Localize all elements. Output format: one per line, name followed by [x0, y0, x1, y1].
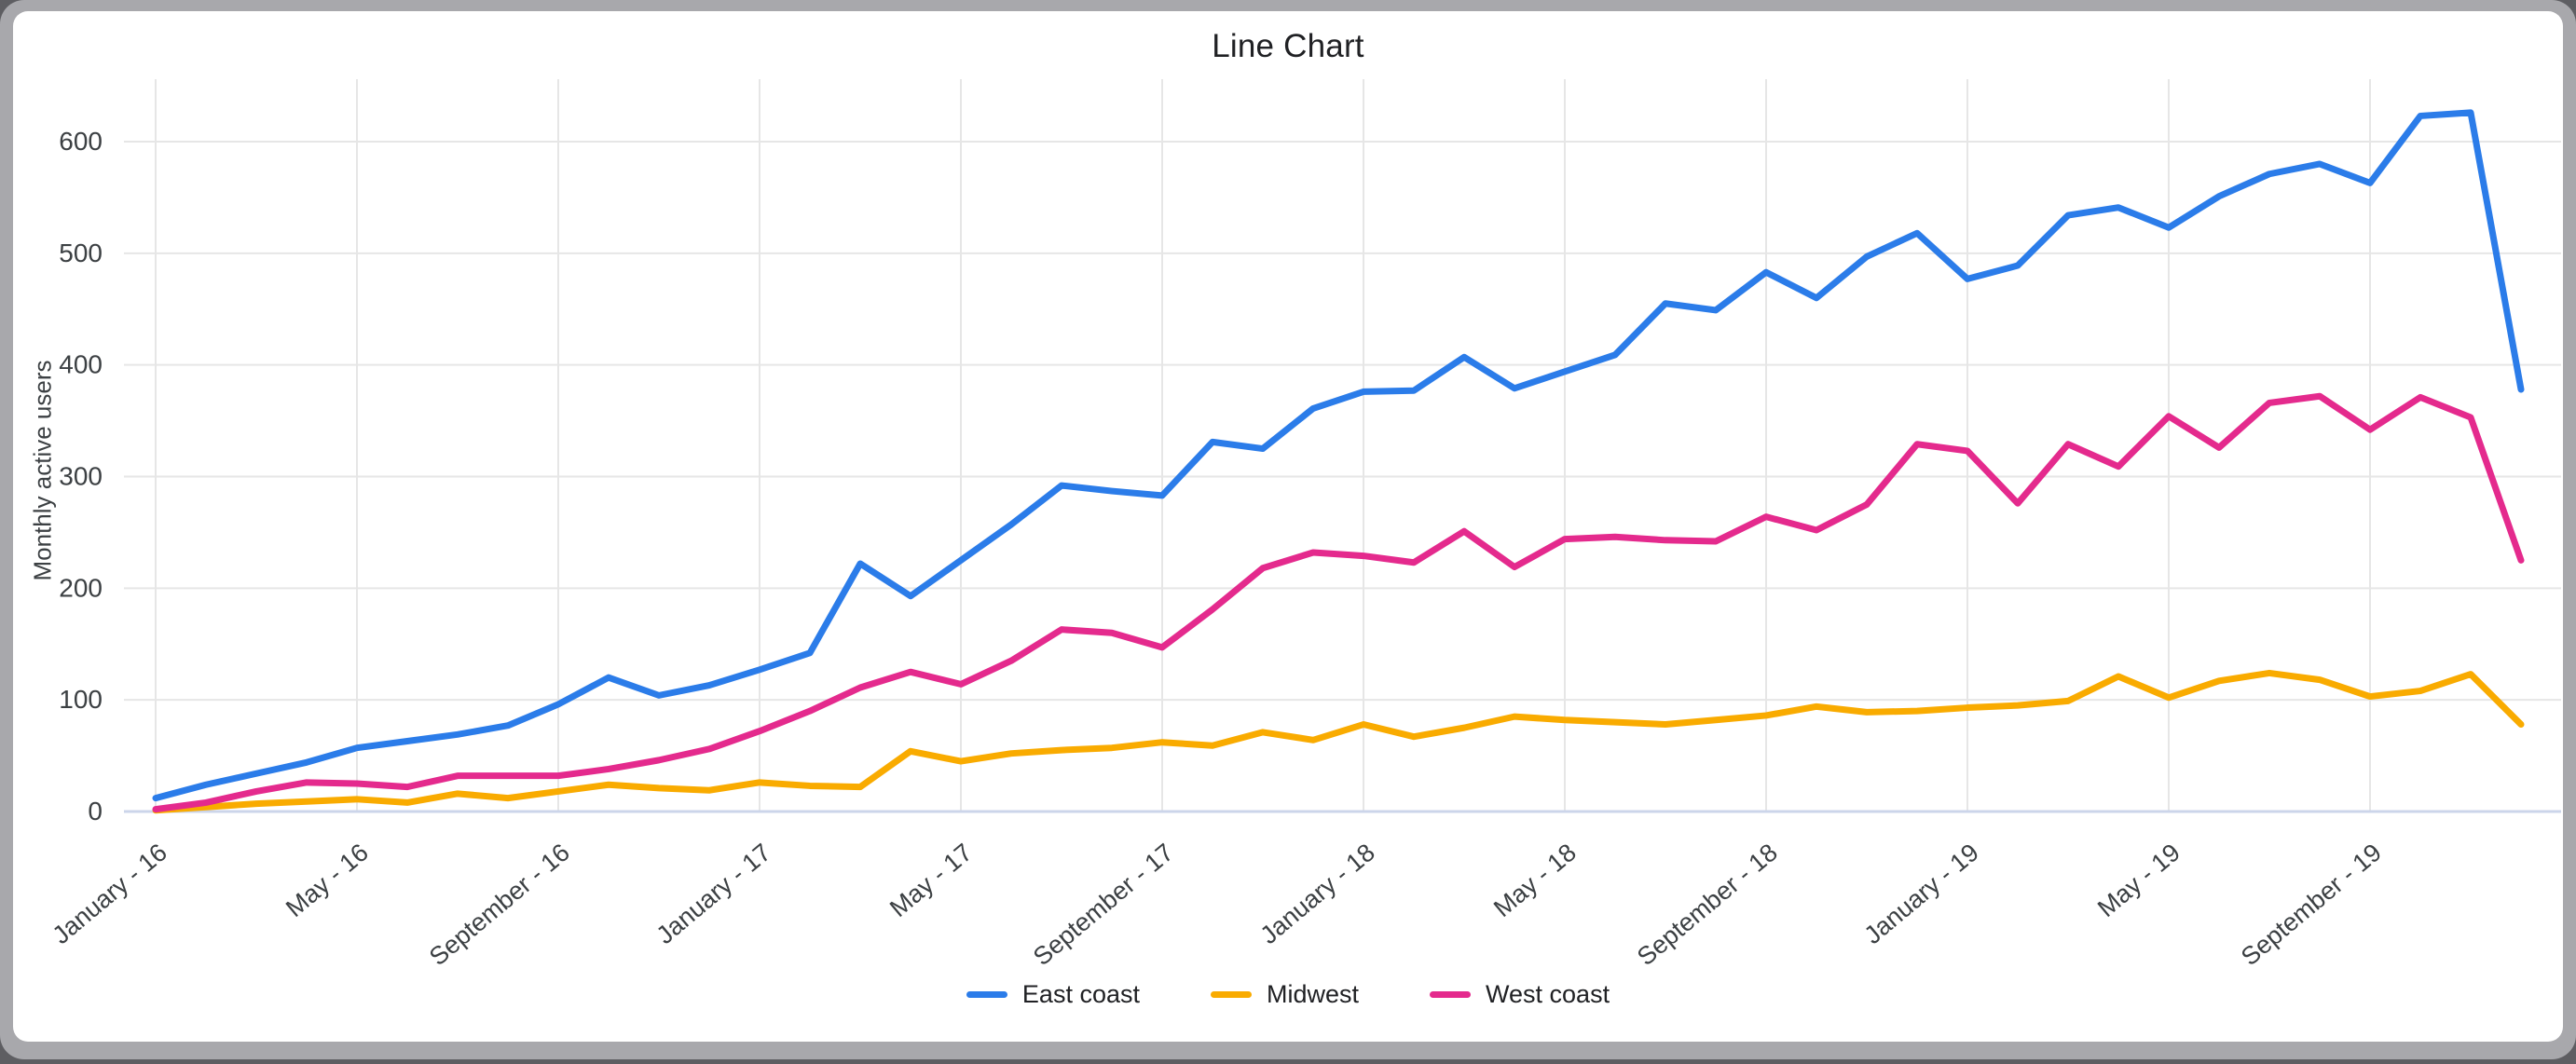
x-tick-label: September - 18: [1632, 839, 1783, 972]
x-tick-label: May - 19: [2092, 839, 2185, 923]
legend-swatch-east-coast: [966, 991, 1007, 998]
x-tick-label: May - 17: [884, 839, 978, 923]
legend: East coast Midwest West coast: [0, 980, 2576, 1009]
legend-label-west-coast: West coast: [1486, 980, 1610, 1008]
x-tick-label-group: September - 18: [1632, 839, 1783, 972]
y-tick-label: 0: [88, 797, 103, 825]
x-tick-label-group: May - 19: [2092, 839, 2185, 923]
x-tick-label: May - 18: [1488, 839, 1582, 923]
legend-label-midwest: Midwest: [1266, 980, 1360, 1008]
legend-item-midwest[interactable]: Midwest: [1210, 980, 1360, 1009]
x-tick-label-group: January - 18: [1255, 839, 1380, 949]
x-tick-label-group: May - 16: [281, 839, 374, 923]
legend-item-west-coast[interactable]: West coast: [1430, 980, 1610, 1009]
chart-card: [13, 11, 2563, 1042]
series-line-midwest: [152, 669, 2525, 814]
y-axis-title: Monthly active users: [28, 360, 57, 581]
y-tick-label: 600: [59, 127, 103, 156]
y-tick-label: 200: [59, 573, 103, 602]
x-tick-label-group: January - 17: [651, 839, 776, 949]
series-line-east-coast: [152, 109, 2525, 802]
x-tick-label-group: September - 16: [424, 839, 575, 972]
x-tick-label: January - 18: [1255, 839, 1380, 949]
y-tick-label: 300: [59, 462, 103, 491]
x-tick-label: September - 17: [1028, 839, 1179, 972]
x-tick-label: January - 17: [651, 839, 776, 949]
x-tick-label-group: September - 17: [1028, 839, 1179, 972]
y-tick-label: 100: [59, 685, 103, 714]
x-tick-label-group: September - 19: [2236, 839, 2387, 972]
legend-item-east-coast[interactable]: East coast: [966, 980, 1140, 1009]
y-tick-label: 400: [59, 350, 103, 379]
x-tick-label-group: January - 16: [48, 839, 172, 949]
x-tick-label: September - 16: [424, 839, 575, 972]
legend-swatch-midwest: [1210, 991, 1252, 998]
x-tick-label-group: May - 17: [884, 839, 978, 923]
legend-swatch-west-coast: [1430, 991, 1472, 998]
x-tick-label-group: May - 18: [1488, 839, 1582, 923]
x-tick-label: May - 16: [281, 839, 374, 923]
x-tick-label-group: January - 19: [1859, 839, 1984, 949]
legend-label-east-coast: East coast: [1021, 980, 1140, 1008]
x-tick-label: January - 19: [1859, 839, 1984, 949]
series-line-west-coast: [152, 392, 2525, 813]
x-tick-label: January - 16: [48, 839, 172, 949]
chart-title: Line Chart: [1212, 28, 1364, 64]
x-tick-label: September - 19: [2236, 839, 2387, 972]
y-tick-label: 500: [59, 239, 103, 267]
